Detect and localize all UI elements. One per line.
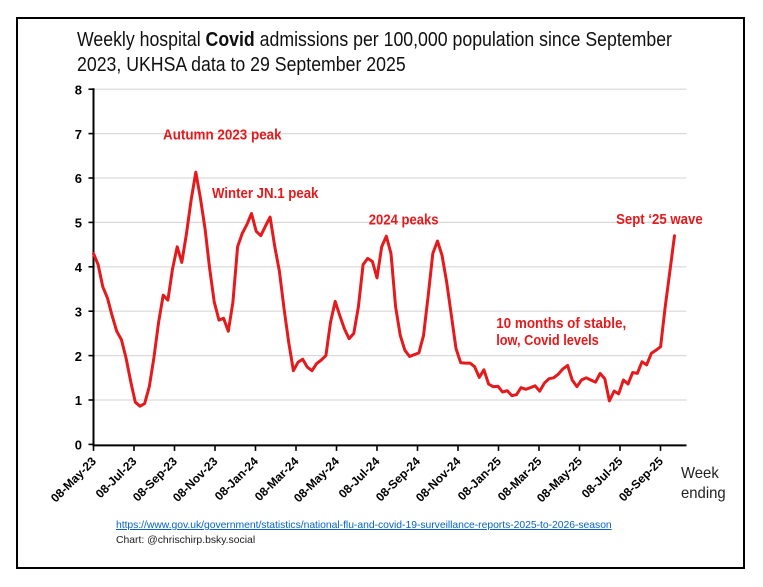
svg-text:10 months of stable,: 10 months of stable, bbox=[496, 316, 626, 332]
svg-text:08-Nov-23: 08-Nov-23 bbox=[170, 454, 221, 505]
svg-text:6: 6 bbox=[75, 171, 82, 186]
svg-text:3: 3 bbox=[75, 304, 82, 319]
svg-text:08-May-23: 08-May-23 bbox=[48, 454, 99, 505]
svg-text:1: 1 bbox=[75, 393, 82, 408]
svg-text:low, Covid levels: low, Covid levels bbox=[496, 333, 599, 349]
svg-text:4: 4 bbox=[75, 260, 83, 275]
svg-text:Sept ‘25 wave: Sept ‘25 wave bbox=[616, 212, 703, 228]
svg-text:0: 0 bbox=[75, 438, 82, 453]
svg-text:08-Nov-24: 08-Nov-24 bbox=[413, 454, 464, 505]
svg-text:8: 8 bbox=[75, 82, 82, 97]
svg-text:2: 2 bbox=[75, 349, 82, 364]
svg-text:2024 peaks: 2024 peaks bbox=[369, 212, 439, 228]
svg-text:Winter JN.1 peak: Winter JN.1 peak bbox=[212, 186, 319, 202]
svg-text:08-Sep-25: 08-Sep-25 bbox=[616, 454, 666, 504]
svg-text:7: 7 bbox=[75, 127, 82, 142]
svg-text:5: 5 bbox=[75, 216, 82, 231]
svg-text:Autumn 2023 peak: Autumn 2023 peak bbox=[163, 128, 282, 144]
